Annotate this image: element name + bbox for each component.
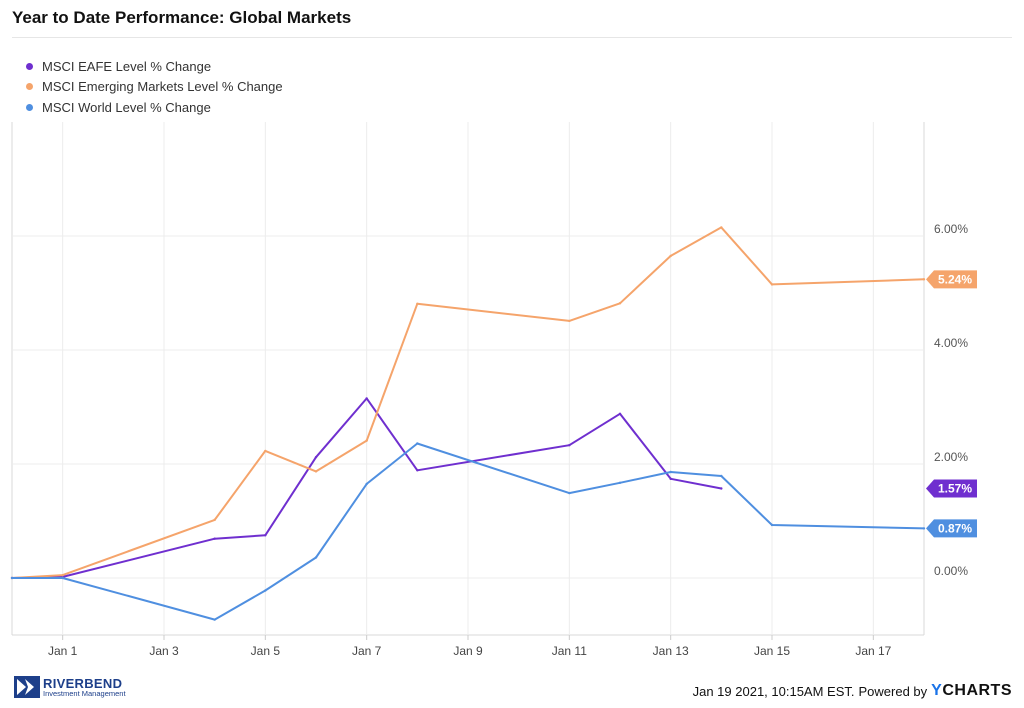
x-tick-label: Jan 7 (352, 644, 382, 658)
data-point-eafe (213, 537, 216, 540)
logo-name: RIVERBEND (43, 675, 123, 691)
legend-marker-emerging (26, 83, 33, 91)
data-point-world (314, 556, 318, 559)
riverbend-logo-icon (14, 676, 40, 698)
legend-label-emerging: MSCI Emerging Markets Level % Change (42, 79, 283, 95)
data-point-emerging (922, 278, 926, 281)
riverbend-logo: RIVERBEND Investment Management (14, 676, 126, 698)
footer-powered-by: Powered by (858, 683, 928, 699)
data-point-emerging (365, 439, 368, 442)
x-tick-label: Jan 1 (48, 644, 78, 658)
end-label-text-emerging: 5.24% (938, 272, 972, 286)
legend-marker-eafe (26, 62, 33, 70)
data-point-eafe (568, 443, 571, 447)
y-tick-label: 6.00% (934, 222, 968, 236)
logo-subtitle: Investment Management (43, 688, 126, 698)
ycharts-logo[interactable]: YCHARTS (931, 682, 1012, 700)
x-tick-label: Jan 3 (149, 644, 179, 658)
data-point-eafe (365, 397, 368, 400)
y-tick-label: 4.00% (934, 336, 968, 350)
x-tick-label: Jan 9 (453, 644, 483, 658)
legend: MSCI EAFE Level % Change MSCI Emerging M… (26, 56, 283, 118)
data-point-world (618, 481, 622, 485)
x-tick-label: Jan 13 (653, 644, 689, 658)
data-point-emerging (264, 449, 267, 453)
data-point-emerging (314, 470, 318, 473)
data-point-emerging (213, 518, 216, 522)
x-tick-label: Jan 5 (251, 644, 281, 658)
data-point-emerging (770, 283, 774, 286)
title-divider (12, 37, 1012, 38)
ycharts-logo-text: CHARTS (942, 682, 1012, 699)
x-tick-label: Jan 17 (855, 644, 891, 658)
end-label-tag-emerging (926, 270, 977, 289)
chart-title: Year to Date Performance: Global Markets (12, 8, 352, 27)
data-point-emerging (416, 302, 419, 306)
legend-item-world[interactable]: MSCI World Level % Change (26, 97, 283, 118)
data-point-world (264, 589, 267, 592)
data-point-eafe (416, 469, 419, 472)
end-label-eafe: 1.57% (926, 479, 977, 498)
data-point-eafe (264, 534, 267, 537)
y-tick-label: 2.00% (934, 450, 968, 464)
data-point-world (770, 523, 774, 527)
x-tick-label: Jan 11 (552, 644, 587, 658)
data-point-world (922, 527, 926, 530)
data-point-eafe (618, 412, 622, 416)
end-label-world: 0.87% (926, 519, 977, 538)
data-point-world (416, 442, 419, 445)
data-point-emerging (618, 302, 622, 305)
data-point-emerging (720, 226, 723, 229)
data-point-world (365, 482, 368, 486)
data-point-world (61, 576, 64, 580)
data-point-emerging (61, 573, 64, 577)
footer-timestamp: Jan 19 2021, 10:15AM EST. (692, 683, 855, 699)
legend-item-emerging[interactable]: MSCI Emerging Markets Level % Change (26, 77, 283, 98)
end-label-tag-eafe (926, 479, 977, 498)
data-point-world (720, 474, 723, 478)
data-point-emerging (568, 319, 571, 323)
end-label-text-world: 0.87% (938, 521, 972, 535)
data-point-world (568, 491, 571, 495)
legend-label-world: MSCI World Level % Change (42, 99, 211, 115)
end-label-emerging: 5.24% (926, 270, 977, 289)
end-label-tag-world (926, 519, 977, 538)
ycharts-logo-y: Y (931, 682, 943, 699)
legend-marker-world (26, 103, 33, 111)
legend-label-eafe: MSCI EAFE Level % Change (42, 58, 212, 74)
data-point-eafe (669, 477, 672, 481)
data-point-eafe (314, 455, 318, 459)
y-tick-label: 0.00% (934, 564, 968, 578)
footer-attribution: Jan 19 2021, 10:15AM EST. Powered by YCH… (693, 682, 1012, 700)
data-point-world (669, 470, 672, 474)
data-point-world (10, 576, 14, 580)
data-point-world (213, 618, 216, 621)
end-label-text-eafe: 1.57% (938, 482, 972, 496)
x-tick-label: Jan 15 (754, 644, 790, 658)
data-point-emerging (669, 254, 672, 258)
legend-item-eafe[interactable]: MSCI EAFE Level % Change (26, 56, 283, 77)
data-point-eafe (720, 487, 723, 490)
